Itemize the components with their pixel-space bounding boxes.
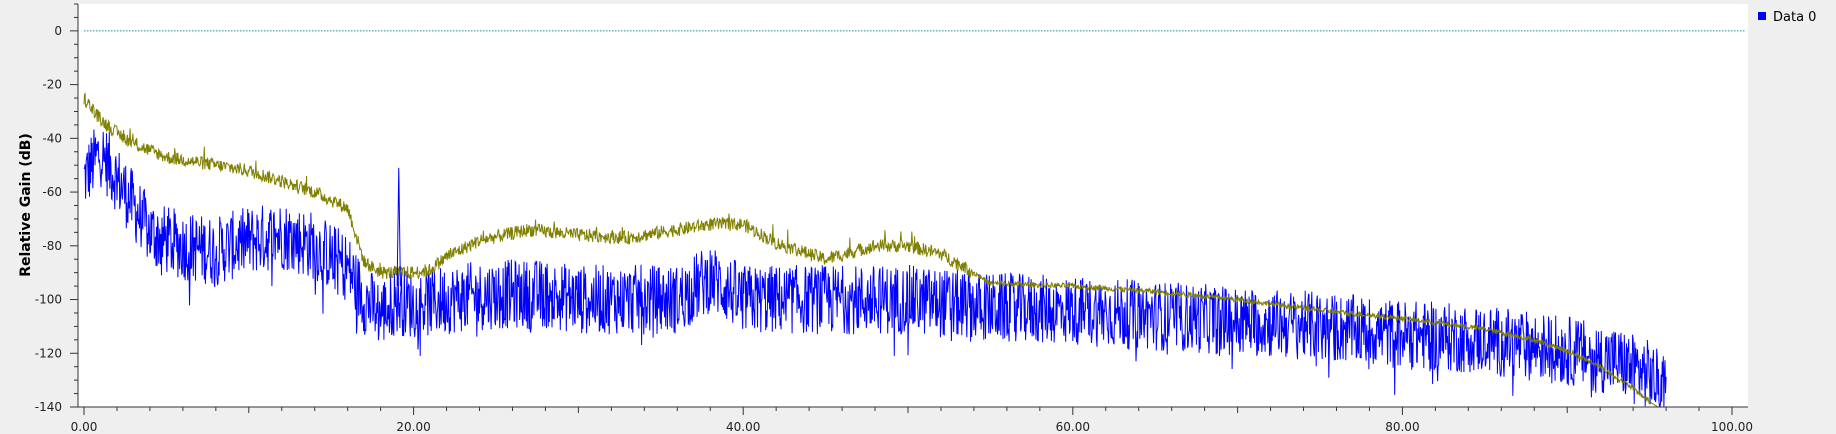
series-layer: [83, 92, 1732, 408]
x-tick-label: 40.00: [726, 420, 760, 434]
y-tick-label: -100: [35, 293, 62, 307]
series-line-2: [83, 92, 1732, 408]
x-tick-label: 20.00: [396, 420, 430, 434]
y-tick-label: -80: [42, 239, 62, 253]
y-tick-label: -60: [42, 185, 62, 199]
y-tick-label: -120: [35, 346, 62, 360]
x-tick-label: 80.00: [1385, 420, 1419, 434]
x-tick-label: 60.00: [1056, 420, 1090, 434]
legend-swatch-data-0: [1758, 12, 1766, 20]
y-tick-label: 0: [54, 24, 62, 38]
plot-background: [78, 4, 1748, 407]
y-tick-label: -140: [35, 400, 62, 414]
series-line-data-0: [83, 129, 1667, 408]
x-tick-label: 100.00: [1711, 420, 1753, 434]
y-tick-label: -40: [42, 131, 62, 145]
axis-layer: 0 -20 -40 -60 -80 -100 -120 -140 0.00 20.00 40.00 6…: [35, 3, 1753, 434]
y-tick-label: -20: [42, 78, 62, 92]
series-spike: [396, 167, 401, 287]
y-axis-title: Relative Gain (dB): [18, 133, 34, 277]
legend: Data 0: [1758, 10, 1816, 25]
legend-label-data-0: Data 0: [1773, 10, 1816, 25]
x-tick-label: 0.00: [71, 420, 98, 434]
